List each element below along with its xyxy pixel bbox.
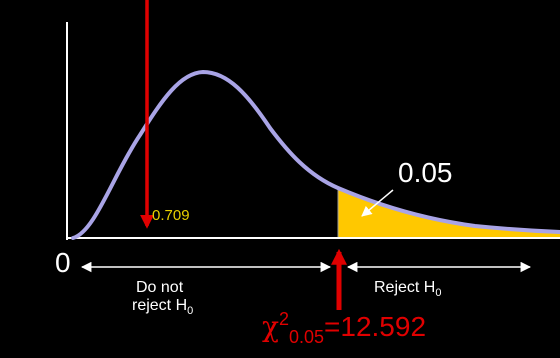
chi-superscript: 2 [279,309,289,329]
critical-value-label: χ20.05=12.592 [262,309,426,347]
origin-label: 0 [55,247,71,278]
chi-subscript: 0.05 [289,327,324,347]
reject-subscript: 0 [435,287,441,299]
tail-probability-pointer [361,189,394,217]
do-not-reject-text: reject H [132,297,187,314]
density-curve [71,69,560,240]
do-not-reject-label-line1: Do not [136,279,184,296]
reject-text: Reject H [374,279,435,296]
critical-value-number: =12.592 [324,311,426,342]
do-not-reject-label-line2: reject H0 [132,297,193,317]
reject-label: Reject H0 [374,279,441,299]
tail-probability-label: 0.05 [398,157,453,188]
chi-symbol: χ [262,310,279,343]
rejection-region-fill [338,188,560,238]
do-not-reject-subscript: 0 [187,305,193,317]
test-statistic-label: 0.709 [152,207,190,224]
